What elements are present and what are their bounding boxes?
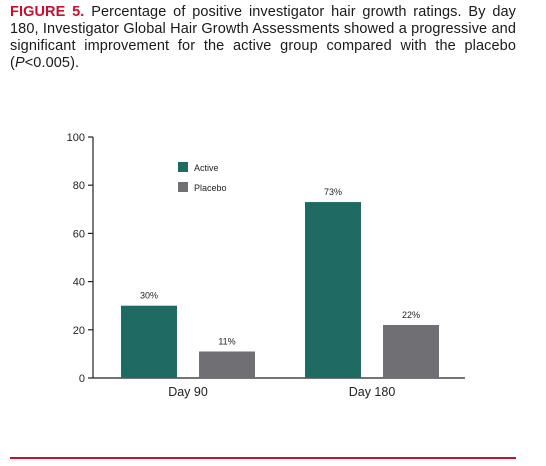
figure-caption: FIGURE 5. Percentage of positive investi… bbox=[10, 4, 516, 72]
y-tick-label: 0 bbox=[79, 373, 85, 385]
data-label: 22% bbox=[402, 310, 420, 320]
x-axis: Day 90 Day 180 bbox=[93, 377, 465, 399]
legend-swatch-active bbox=[178, 162, 188, 172]
bar-active-day-90 bbox=[121, 305, 177, 378]
bar-placebo-day-90 bbox=[199, 351, 255, 378]
x-tick-label: Day 90 bbox=[168, 385, 208, 399]
y-tick-label: 100 bbox=[67, 132, 85, 144]
caption-text-end: <0.005). bbox=[24, 55, 80, 71]
bars: 30% 11% 73% 22% bbox=[121, 187, 439, 378]
legend: Active Placebo bbox=[178, 162, 227, 193]
data-label: 30% bbox=[140, 291, 158, 301]
data-label: 11% bbox=[218, 336, 235, 346]
legend-swatch-placebo bbox=[178, 182, 188, 192]
y-axis: 0 20 40 60 80 100 bbox=[67, 132, 94, 385]
legend-label-active: Active bbox=[194, 163, 219, 173]
p-value-symbol: P bbox=[14, 55, 25, 71]
x-tick-label: Day 180 bbox=[349, 385, 396, 399]
y-tick-label: 60 bbox=[73, 228, 85, 240]
y-tick-label: 20 bbox=[73, 325, 85, 337]
bottom-divider bbox=[10, 457, 516, 459]
bar-placebo-day-180 bbox=[383, 324, 439, 378]
bar-active-day-180 bbox=[305, 202, 361, 378]
caption-text: Percentage of positive investigator hair… bbox=[10, 4, 516, 71]
legend-label-placebo: Placebo bbox=[194, 183, 227, 193]
y-tick-label: 40 bbox=[73, 277, 85, 289]
figure-label: FIGURE 5. bbox=[10, 4, 85, 20]
y-tick-label: 80 bbox=[73, 180, 85, 192]
data-label: 73% bbox=[324, 187, 342, 197]
